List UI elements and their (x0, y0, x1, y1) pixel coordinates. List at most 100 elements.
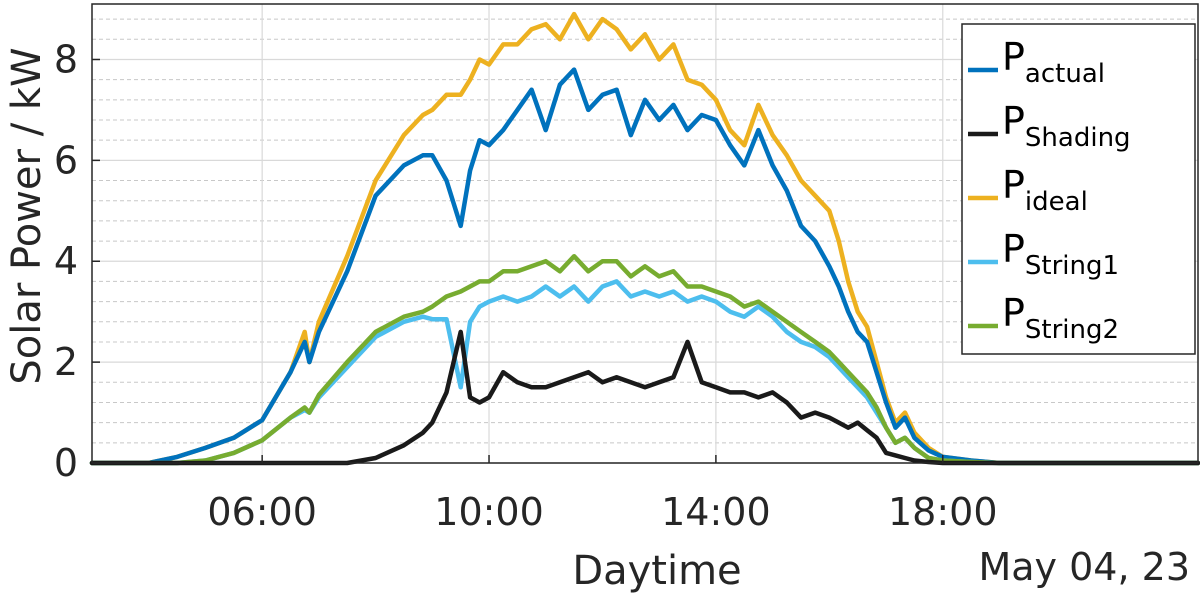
data-point (544, 22, 548, 26)
data-point (445, 317, 448, 321)
data-point (468, 78, 472, 82)
data-point (459, 385, 463, 389)
data-point (728, 143, 732, 147)
data-point (813, 340, 817, 344)
data-point (558, 380, 562, 384)
data-point (742, 143, 746, 147)
data-point (671, 42, 675, 46)
data-point (586, 269, 590, 273)
date-label: May 04, 23 (978, 545, 1190, 589)
data-point (686, 128, 689, 132)
data-point (837, 365, 841, 369)
data-point (421, 431, 425, 435)
series-string2 (89, 253, 1200, 466)
data-point (317, 330, 321, 334)
data-point (846, 279, 850, 283)
data-point (756, 103, 760, 107)
data-point (487, 300, 491, 304)
data-point (530, 88, 534, 92)
y-axis-title: Solar Power / kW (4, 47, 50, 384)
data-point (742, 315, 746, 319)
data-point (501, 42, 505, 46)
data-point (558, 37, 562, 41)
data-point (478, 305, 482, 309)
data-point (478, 138, 482, 142)
data-point (402, 163, 406, 167)
data-point (487, 395, 491, 399)
data-point (657, 274, 661, 278)
data-point (875, 436, 879, 440)
data-point (714, 290, 718, 293)
data-point (345, 360, 349, 364)
data-point (303, 406, 307, 409)
data-point (430, 108, 434, 112)
data-point (827, 209, 831, 213)
data-point (827, 350, 831, 354)
data-point (601, 380, 604, 384)
data-point (742, 305, 746, 309)
data-point (289, 416, 292, 420)
data-point (846, 426, 850, 430)
data-point (671, 375, 675, 379)
y-tick-label: 8 (54, 37, 78, 81)
data-point (813, 194, 817, 198)
data-point (558, 269, 562, 273)
data-point (856, 421, 860, 425)
data-point (586, 370, 590, 374)
data-point (813, 345, 817, 349)
data-point (700, 113, 704, 117)
data-point (728, 128, 732, 132)
data-point (572, 254, 576, 258)
data-point (402, 315, 406, 319)
x-tick-label: 06:00 (207, 490, 317, 534)
data-point (307, 360, 311, 364)
data-point (468, 395, 472, 399)
data-point (643, 264, 647, 268)
data-point (478, 58, 482, 61)
data-point (771, 390, 775, 394)
data-point (756, 395, 760, 399)
data-point (894, 441, 897, 445)
data-point (714, 300, 718, 304)
data-point (501, 269, 505, 273)
data-point (837, 360, 841, 364)
data-point (884, 451, 888, 455)
data-point (430, 153, 434, 157)
data-point (601, 285, 604, 288)
data-point (714, 385, 718, 389)
data-point (515, 380, 519, 384)
data-point (232, 436, 236, 440)
axis-ticks: 06:00 10:00 14:00 18:00 0 2 4 6 8 (54, 37, 998, 534)
data-point (530, 295, 534, 298)
data-point (374, 456, 378, 460)
data-point (445, 390, 448, 394)
data-point (203, 446, 207, 450)
data-point (374, 179, 378, 182)
data-point (714, 118, 718, 122)
y-tick-label: 2 (54, 340, 78, 384)
data-point (837, 421, 841, 425)
data-point (421, 113, 425, 117)
data-point (459, 330, 463, 334)
data-point (402, 443, 406, 447)
data-point (813, 411, 817, 415)
data-point (317, 393, 321, 397)
data-point (530, 27, 534, 31)
data-point (468, 169, 472, 172)
data-point (884, 426, 888, 430)
data-point (289, 370, 292, 374)
data-point (846, 370, 850, 374)
data-point (402, 320, 406, 324)
data-point (856, 310, 860, 314)
x-tick-label: 18:00 (888, 490, 998, 534)
data-point (586, 37, 590, 41)
x-tick-label: 10:00 (434, 490, 544, 534)
data-point (912, 459, 916, 462)
data-point (487, 143, 491, 147)
x-tick-label: 14:00 (661, 490, 771, 534)
data-point (345, 269, 349, 273)
data-point (865, 428, 869, 432)
data-point (232, 451, 236, 455)
data-point (742, 390, 746, 394)
